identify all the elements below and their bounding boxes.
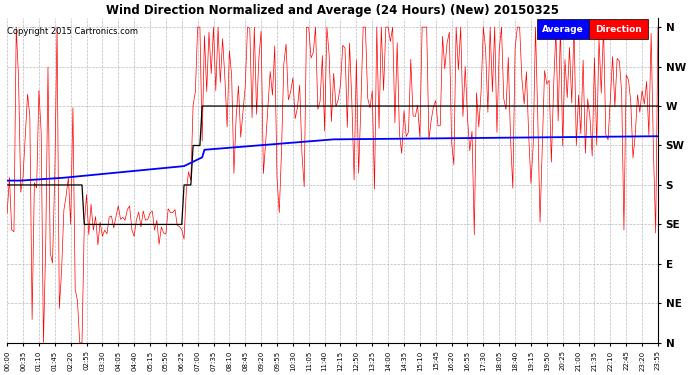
Text: Direction: Direction <box>595 24 642 33</box>
Title: Wind Direction Normalized and Average (24 Hours) (New) 20150325: Wind Direction Normalized and Average (2… <box>106 4 559 17</box>
Text: Average: Average <box>542 24 584 33</box>
Text: Copyright 2015 Cartronics.com: Copyright 2015 Cartronics.com <box>7 27 138 36</box>
